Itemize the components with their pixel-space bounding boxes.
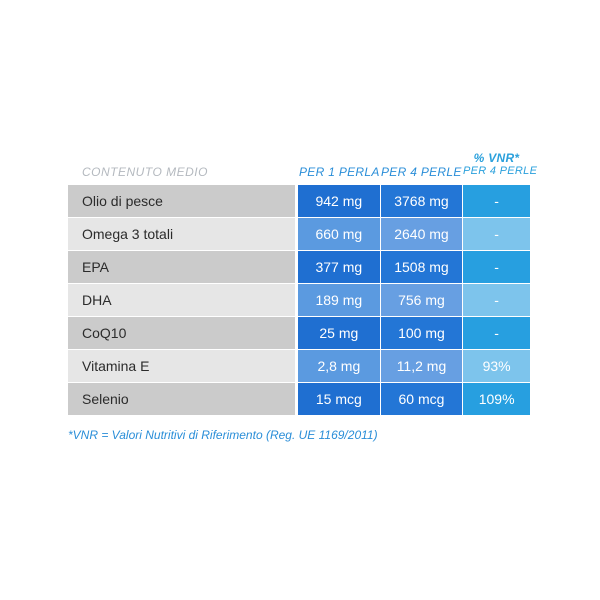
row-name: DHA bbox=[68, 284, 296, 316]
header-vnr-sub: PER 4 PERLE bbox=[463, 165, 538, 177]
header-content-label: CONTENUTO MEDIO bbox=[82, 165, 208, 179]
row-vnr-value: - bbox=[463, 317, 530, 349]
header-vnr-title: % VNR* bbox=[473, 151, 520, 165]
row-vnr-value: - bbox=[463, 251, 530, 283]
row-per1-value: 942 mg bbox=[298, 185, 380, 217]
table-row: EPA 377 mg 1508 mg - bbox=[68, 251, 530, 283]
row-name: Vitamina E bbox=[68, 350, 296, 382]
row-name: Selenio bbox=[68, 383, 296, 415]
table-row: DHA 189 mg 756 mg - bbox=[68, 284, 530, 316]
header-per-1-label: PER 1 PERLA bbox=[299, 165, 380, 179]
row-vnr-value: 109% bbox=[463, 383, 530, 415]
row-per4-value: 756 mg bbox=[380, 284, 463, 316]
row-name: Omega 3 totali bbox=[68, 218, 296, 250]
header-vnr: % VNR* PER 4 PERLE bbox=[463, 151, 538, 178]
row-per1-value: 377 mg bbox=[298, 251, 380, 283]
row-per1-value: 189 mg bbox=[298, 284, 380, 316]
row-vnr-value: - bbox=[463, 185, 530, 217]
row-per4-value: 2640 mg bbox=[380, 218, 463, 250]
row-name: Olio di pesce bbox=[68, 185, 296, 217]
row-per4-value: 60 mcg bbox=[380, 383, 463, 415]
row-per4-value: 3768 mg bbox=[380, 185, 463, 217]
header-per-4-label: PER 4 PERLE bbox=[381, 165, 462, 179]
row-per4-value: 1508 mg bbox=[380, 251, 463, 283]
row-per4-value: 100 mg bbox=[380, 317, 463, 349]
table-row: Selenio 15 mcg 60 mcg 109% bbox=[68, 383, 530, 415]
table-row: Omega 3 totali 660 mg 2640 mg - bbox=[68, 218, 530, 250]
row-vnr-value: 93% bbox=[463, 350, 530, 382]
nutrition-table: CONTENUTO MEDIO PER 1 PERLA PER 4 PERLE … bbox=[68, 151, 538, 415]
row-name: CoQ10 bbox=[68, 317, 296, 349]
table-row: Vitamina E 2,8 mg 11,2 mg 93% bbox=[68, 350, 530, 382]
row-vnr-value: - bbox=[463, 284, 530, 316]
row-per1-value: 25 mg bbox=[298, 317, 380, 349]
row-per1-value: 660 mg bbox=[298, 218, 380, 250]
row-per1-value: 2,8 mg bbox=[298, 350, 380, 382]
row-per1-value: 15 mcg bbox=[298, 383, 380, 415]
row-name: EPA bbox=[68, 251, 296, 283]
row-per4-value: 11,2 mg bbox=[380, 350, 463, 382]
table-row: CoQ10 25 mg 100 mg - bbox=[68, 317, 530, 349]
row-vnr-value: - bbox=[463, 218, 530, 250]
table-header: CONTENUTO MEDIO PER 1 PERLA PER 4 PERLE … bbox=[68, 151, 538, 184]
vnr-footnote: *VNR = Valori Nutritivi di Riferimento (… bbox=[68, 428, 378, 442]
table-row: Olio di pesce 942 mg 3768 mg - bbox=[68, 185, 530, 217]
